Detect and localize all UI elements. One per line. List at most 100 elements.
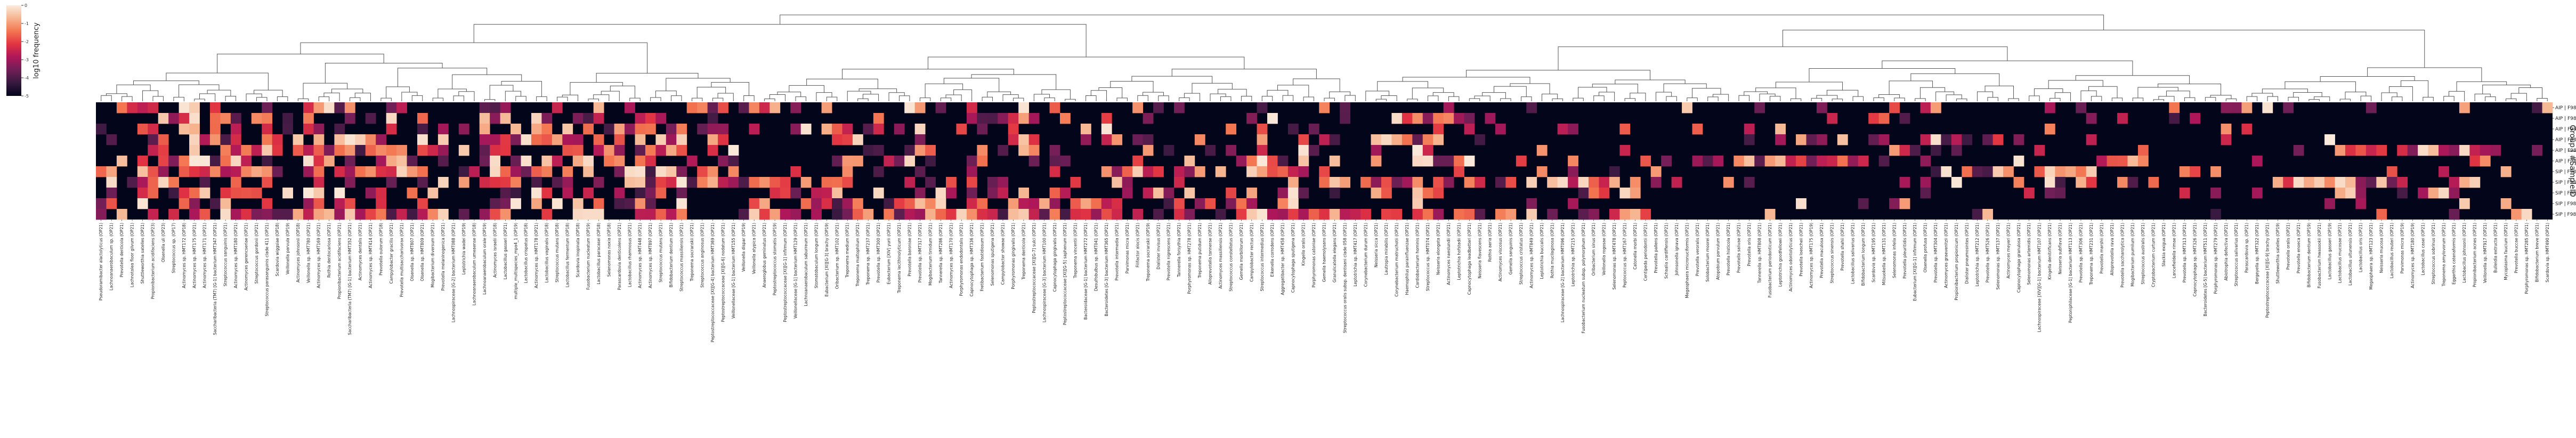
dendrogram-link xyxy=(2320,76,2415,82)
column-label: Prevotella sp. HMT526 (OP21) xyxy=(1985,223,1990,282)
dendrogram-link xyxy=(2456,81,2507,92)
dendrogram-link xyxy=(1510,83,1550,94)
heatmap-cell xyxy=(1744,124,1755,135)
heatmap-cell xyxy=(987,177,998,188)
heatmap-cell xyxy=(531,198,542,209)
column-label: Alloprevotella rava (OP21) xyxy=(2110,223,2115,275)
heatmap-cell xyxy=(1568,156,1578,167)
heatmap-cell xyxy=(2397,188,2408,199)
heatmap-cell xyxy=(759,209,770,220)
column-label: Cardiobacterium hominis (OP21) xyxy=(1415,223,1420,288)
heatmap-cell xyxy=(1982,166,1994,177)
heatmap-cell xyxy=(303,166,314,177)
heatmap-cell xyxy=(1132,102,1143,113)
heatmap-cell xyxy=(344,145,355,156)
heatmap-cell xyxy=(521,166,532,177)
column-label: multiple_multispecies_mpa4_1 (OP19) xyxy=(513,223,518,299)
column-label: Prevotella baroniae (OP21) xyxy=(907,223,912,277)
heatmap-cell xyxy=(262,177,273,188)
column-label: Actinomyces johnsonii (OP18) xyxy=(296,223,301,282)
colorbar-tick-label: -5 xyxy=(25,94,29,99)
heatmap-cell xyxy=(209,198,221,209)
heatmap-cell xyxy=(697,124,708,135)
heatmap-cell xyxy=(925,156,936,167)
heatmap-cell xyxy=(1059,209,1071,220)
heatmap-cell xyxy=(2210,188,2221,199)
dendrogram-link xyxy=(173,96,184,101)
heatmap-cell xyxy=(303,209,314,220)
heatmap-cell xyxy=(645,166,656,177)
heatmap-cell xyxy=(593,198,604,209)
heatmap-cell xyxy=(2542,102,2553,113)
heatmap-cell xyxy=(1163,145,1174,156)
heatmap-cell xyxy=(572,156,584,167)
heatmap-cell xyxy=(189,113,200,124)
heatmap-cell xyxy=(1070,177,1081,188)
heatmap-cell xyxy=(137,156,148,167)
heatmap-cell xyxy=(2490,145,2501,156)
dendrogram-link xyxy=(1428,95,1439,101)
heatmap-cell xyxy=(1889,198,1900,209)
dendrogram-link xyxy=(325,63,443,84)
column-label: Streptococcus sanguinis (OP21) xyxy=(223,223,228,286)
heatmap-cell xyxy=(2500,166,2512,177)
dendrogram-link xyxy=(655,91,677,98)
heatmap-cell xyxy=(1381,177,1392,188)
heatmap-cell xyxy=(1878,134,1890,145)
column-label: Kingella denitrificans (OP21) xyxy=(2047,223,2052,280)
heatmap-cell xyxy=(479,102,490,113)
dendrogram-link xyxy=(2050,98,2061,101)
dendrogram-link xyxy=(1044,98,1055,101)
heatmap-cell xyxy=(1018,113,1030,124)
heatmap-cell xyxy=(511,198,521,209)
column-label: Actinomyces sp. HMT170 (OP21) xyxy=(949,223,953,288)
column-label: Aggregatibacter sp. HMT458 (OP21) xyxy=(1281,223,1285,295)
heatmap-cell xyxy=(376,145,387,156)
heatmap-cell xyxy=(583,156,594,167)
heatmap-cell xyxy=(1226,198,1237,209)
heatmap-cell xyxy=(1267,156,1278,167)
column-label: Lactobacillus oris (OP21) xyxy=(2359,223,2363,272)
heatmap-cell xyxy=(199,134,210,145)
heatmap-cell xyxy=(1930,102,1941,113)
dendrogram-link xyxy=(2518,87,2543,99)
dendrogram-link xyxy=(1179,98,1190,101)
column-label: Capnocytophaga leadbetteri (OP21) xyxy=(1467,223,1472,295)
heatmap-cell xyxy=(1702,156,1713,167)
heatmap-cell xyxy=(1495,209,1506,220)
heatmap-cell xyxy=(323,156,335,167)
dendrogram-link xyxy=(1220,96,1232,101)
heatmap-cell xyxy=(1246,156,1257,167)
heatmap-cell xyxy=(2418,188,2428,199)
heatmap-cell xyxy=(604,124,614,135)
heatmap-cell xyxy=(1868,113,1880,124)
dendrogram-link xyxy=(2308,99,2320,101)
heatmap-cell xyxy=(1878,156,1890,167)
heatmap-cell xyxy=(625,124,635,135)
heatmap-cell xyxy=(1526,177,1537,188)
column-label: Lactobacillus gasseri (OP19) xyxy=(2327,223,2332,279)
column-label: Prevotella sp. HMT313 (OP21) xyxy=(2182,223,2187,282)
dendrogram-link xyxy=(2034,88,2063,96)
heatmap-cell xyxy=(293,209,304,220)
dendrogram-link xyxy=(277,96,288,101)
heatmap-cell xyxy=(1236,209,1247,220)
column-label: Veillonellaceae [G-1] bacterium HMT155 (… xyxy=(731,223,736,319)
heatmap-cell xyxy=(1827,156,1838,167)
heatmap-cell xyxy=(676,134,687,145)
column-label: Parascardovia sp. (OP21) xyxy=(2245,223,2249,273)
heatmap-cell xyxy=(303,188,314,199)
heatmap-cell xyxy=(1899,177,1910,188)
heatmap-cell xyxy=(873,145,884,156)
heatmap-cell xyxy=(625,198,635,209)
heatmap-cell xyxy=(925,145,936,156)
heatmap-cell xyxy=(251,166,262,177)
heatmap-cell xyxy=(697,102,708,113)
heatmap-cell xyxy=(832,209,843,220)
heatmap-cell xyxy=(1920,156,1931,167)
heatmap-cell xyxy=(511,166,521,177)
column-label: Lactobacillus vaginalis (OP18) xyxy=(545,223,549,283)
heatmap-cell xyxy=(552,177,563,188)
dendrogram-link xyxy=(2360,95,2372,101)
column-dendrogram xyxy=(101,14,2548,101)
